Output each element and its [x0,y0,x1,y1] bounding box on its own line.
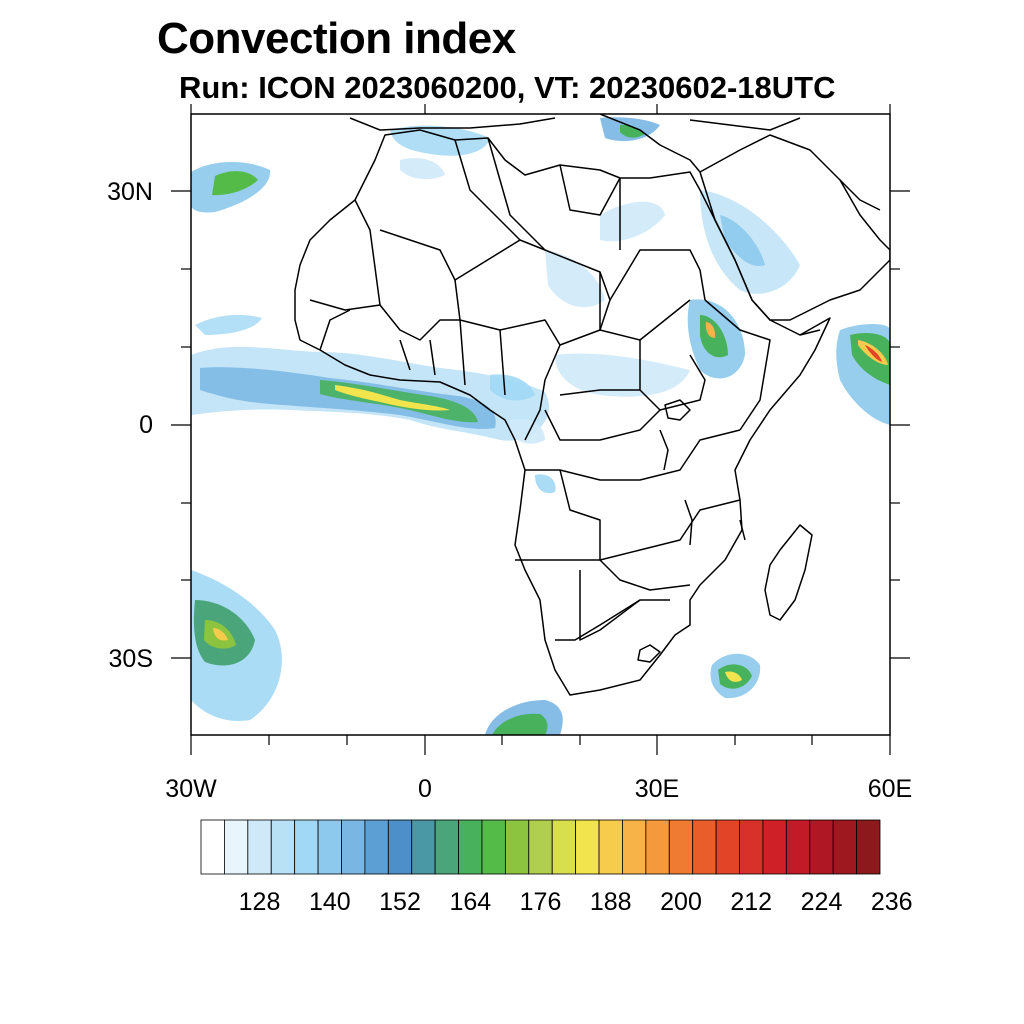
colorbar-box [364,819,389,875]
colorbar-box [270,819,296,875]
colorbar-box [856,819,881,875]
colorbar-label: 164 [449,888,492,916]
lat-label-30s: 30S [108,645,153,673]
lat-label-0: 0 [139,411,153,439]
colorbar-box [504,819,530,875]
colorbar-box [458,819,483,875]
chart-subtitle: Run: ICON 2023060200, VT: 20230602-18UTC [179,70,836,105]
colorbar-label: 212 [730,888,773,916]
madagascar-coastline [764,524,813,621]
colorbar-box [598,819,623,875]
colorbar-box [387,819,413,875]
lon-label-30e: 30E [634,775,680,803]
colorbar-label: 236 [870,888,913,916]
colorbar-box [317,819,342,875]
convection-mediterranean [390,125,490,156]
colorbar-label: 152 [379,888,421,916]
chart-title: Convection index [157,14,516,63]
colorbar-box [622,819,647,875]
convection-fields [191,117,890,735]
lon-label-0: 0 [418,775,432,803]
colorbar-box [668,819,694,875]
colorbar-box [481,819,506,875]
colorbar-box [200,819,225,875]
colorbar-box [551,819,577,875]
colorbar-box [434,819,459,875]
colorbar-label: 176 [519,888,562,916]
coastlines-and-borders [294,114,890,696]
colorbar-box [224,819,249,875]
colorbar-label: 128 [238,888,281,916]
colorbar-label: 200 [660,888,702,916]
colorbar-box [832,819,857,875]
colorbar-box [715,819,740,875]
colorbar-label: 224 [800,888,843,916]
africa-coastline [294,129,831,696]
colorbar-box [785,819,811,875]
africa-map [171,104,910,755]
colorbar-label: 188 [589,888,632,916]
colorbar-box [809,819,834,875]
lon-label-60e: 60E [867,775,913,803]
lat-label-30n: 30N [107,178,153,206]
colorbar-box [341,819,366,875]
colorbar-box [692,819,717,875]
colorbar-box [762,819,787,875]
colorbar-box [294,819,319,875]
colorbar-box [247,819,272,875]
colorbar-box [739,819,764,875]
colorbar-label: 140 [308,888,351,916]
convection-nw-atlantic-core [212,171,258,196]
convection-west-africa-peak [335,385,450,411]
colorbar-box [528,819,553,875]
colorbar-box [645,819,670,875]
map-ticks [171,104,910,755]
lon-label-30w: 30W [165,775,217,803]
colorbar-box [411,819,436,875]
colorbar-box [575,819,600,875]
arabia-coastline [699,134,890,321]
